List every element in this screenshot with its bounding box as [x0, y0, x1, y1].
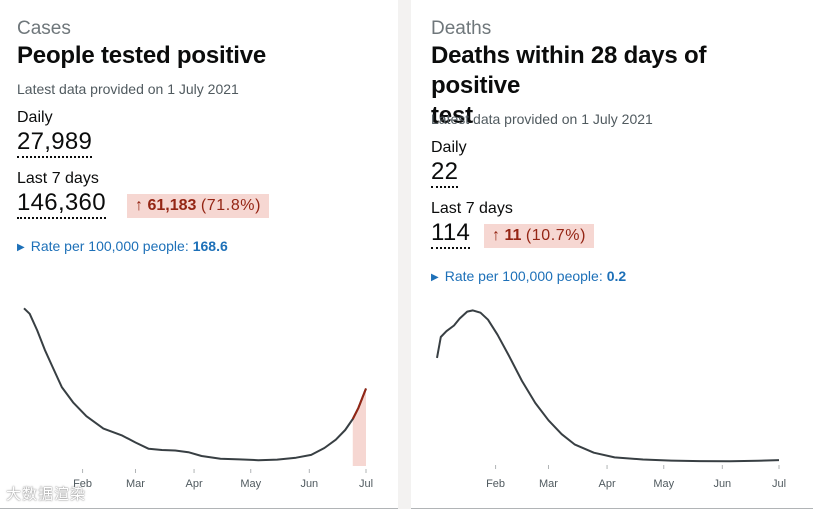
data-point	[508, 355, 510, 357]
data-point	[593, 452, 595, 454]
data-point	[323, 447, 325, 449]
x-tick-label: Mar	[126, 478, 145, 490]
cases-chart[interactable]: Feb Mar Apr May Jun Jul	[0, 0, 398, 509]
data-point	[614, 456, 616, 458]
data-point	[121, 435, 123, 437]
data-point	[729, 460, 731, 462]
data-point	[238, 458, 240, 460]
data-point	[187, 451, 189, 453]
x-tick-label: May	[653, 478, 674, 490]
series-line	[24, 308, 366, 460]
data-point	[561, 433, 563, 435]
data-point	[148, 448, 150, 450]
data-point	[440, 336, 442, 338]
data-point	[85, 415, 87, 417]
data-point	[344, 429, 346, 431]
x-tick-label: Apr	[598, 478, 615, 490]
cases-card: Cases People tested positive Latest data…	[0, 0, 398, 509]
data-point	[472, 309, 474, 311]
data-point	[102, 428, 104, 430]
data-point	[453, 325, 455, 327]
data-point	[335, 439, 337, 441]
data-point	[436, 357, 438, 359]
data-point	[548, 419, 550, 421]
data-point	[174, 450, 176, 452]
data-point	[61, 386, 63, 388]
watermark: 大数据渲染	[6, 483, 86, 504]
data-point	[161, 449, 163, 451]
data-point	[487, 319, 489, 321]
data-point	[459, 318, 461, 320]
x-tick-label: Mar	[539, 478, 558, 490]
x-tick-label: May	[240, 478, 261, 490]
data-point	[72, 401, 74, 403]
x-tick-label: Feb	[486, 478, 505, 490]
deaths-chart[interactable]: Feb Mar Apr May Jun Jul	[411, 0, 813, 509]
data-point	[497, 334, 499, 336]
data-point	[445, 330, 447, 332]
data-point	[135, 442, 137, 444]
data-point	[466, 311, 468, 313]
x-tick-label: Jul	[772, 478, 786, 490]
data-point	[365, 388, 367, 390]
data-point	[670, 460, 672, 462]
data-point	[257, 459, 259, 461]
data-point	[44, 349, 46, 351]
data-point	[521, 380, 523, 382]
data-point	[778, 459, 780, 461]
data-point	[220, 458, 222, 460]
last-7-days-highlight	[353, 389, 366, 466]
series-line	[437, 310, 779, 461]
data-point	[276, 459, 278, 461]
data-point	[23, 307, 25, 309]
x-tick-label: Apr	[185, 478, 202, 490]
data-point	[352, 418, 354, 420]
data-point	[357, 407, 359, 409]
data-point	[36, 329, 38, 331]
data-point	[29, 313, 31, 315]
deaths-card: Deaths Deaths within 28 days of positive…	[411, 0, 813, 509]
data-point	[201, 455, 203, 457]
data-point	[480, 312, 482, 314]
x-tick-label: Jul	[359, 478, 373, 490]
data-point	[757, 460, 759, 462]
data-point	[295, 457, 297, 459]
data-point	[574, 444, 576, 446]
data-point	[51, 365, 53, 367]
data-point	[699, 460, 701, 462]
data-point	[310, 454, 312, 456]
x-tick-label: Jun	[300, 478, 318, 490]
x-tick-label: Jun	[713, 478, 731, 490]
data-point	[642, 459, 644, 461]
data-point	[534, 402, 536, 404]
